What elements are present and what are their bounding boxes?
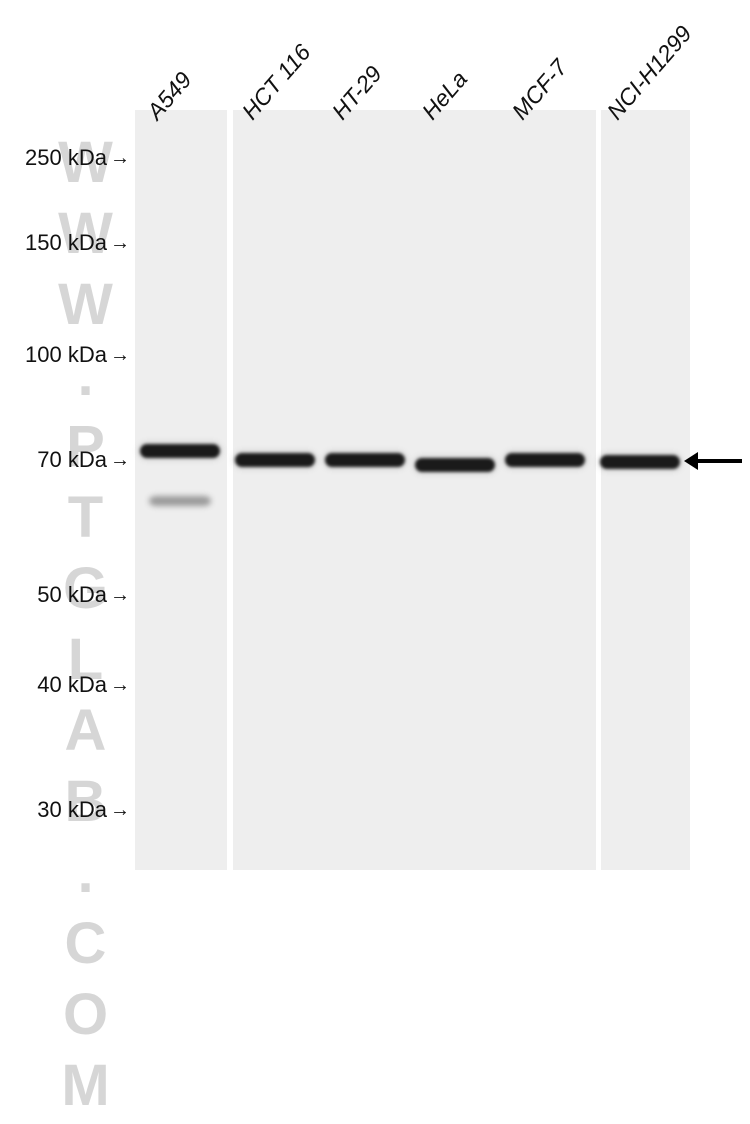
blot-band — [235, 453, 315, 467]
lane-separator — [596, 110, 601, 870]
marker-text: 50 kDa — [37, 582, 107, 608]
arrow-right-icon: → — [110, 449, 130, 472]
blot-band — [505, 453, 585, 467]
arrow-right-icon: → — [110, 584, 130, 607]
blot-band — [140, 444, 220, 458]
marker-text: 30 kDa — [37, 797, 107, 823]
marker-text: 100 kDa — [25, 342, 107, 368]
marker-label: 100 kDa→ — [25, 342, 130, 368]
marker-text: 150 kDa — [25, 230, 107, 256]
blot-figure: WWW.PTGLAB.COM A549HCT 116HT-29HeLaMCF-7… — [0, 0, 750, 903]
marker-label: 250 kDa→ — [25, 145, 130, 171]
marker-text: 70 kDa — [37, 447, 107, 473]
blot-band — [415, 458, 495, 472]
arrow-right-icon: → — [110, 799, 130, 822]
blot-region — [135, 110, 690, 870]
blot-band — [325, 453, 405, 467]
watermark: WWW.PTGLAB.COM — [52, 130, 119, 1124]
arrow-right-icon: → — [110, 232, 130, 255]
blot-band — [600, 455, 680, 469]
arrow-right-icon: → — [110, 674, 130, 697]
marker-label: 50 kDa→ — [37, 582, 130, 608]
marker-label: 40 kDa→ — [37, 672, 130, 698]
arrow-right-icon: → — [110, 344, 130, 367]
lane-separator — [227, 110, 233, 870]
marker-label: 70 kDa→ — [37, 447, 130, 473]
marker-text: 40 kDa — [37, 672, 107, 698]
blot-band — [149, 496, 211, 506]
marker-label: 30 kDa→ — [37, 797, 130, 823]
target-band-arrow-icon — [698, 459, 742, 463]
marker-text: 250 kDa — [25, 145, 107, 171]
arrow-right-icon: → — [110, 147, 130, 170]
marker-label: 150 kDa→ — [25, 230, 130, 256]
